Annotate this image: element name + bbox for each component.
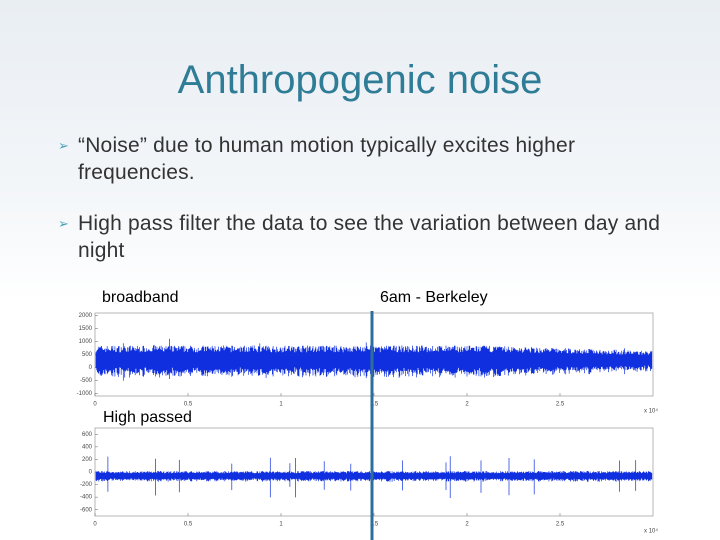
x-scale-label: x 10⁴ — [644, 528, 658, 535]
x-tick-label: 0.5 — [184, 402, 193, 408]
x-tick-label: 1.5 — [370, 402, 379, 408]
x-tick-label: 2 — [465, 522, 469, 528]
bullet: High pass filter the data to see the var… — [58, 210, 678, 264]
plot-label: 6am - Berkeley — [380, 289, 488, 306]
x-scale-label: x 10⁴ — [644, 408, 658, 415]
y-tick-label: -200 — [80, 482, 93, 488]
x-tick-label: 2.5 — [556, 402, 565, 408]
x-tick-label: 2.5 — [556, 522, 565, 528]
y-tick-label: -500 — [80, 378, 93, 384]
y-tick-label: 2000 — [79, 313, 93, 319]
plot-label: High passed — [101, 409, 194, 427]
waveform — [95, 338, 653, 381]
y-tick-label: 400 — [82, 444, 93, 450]
x-tick-label: 1 — [279, 402, 283, 408]
x-tick-label: 1 — [279, 522, 283, 528]
waveform — [95, 456, 653, 498]
x-tick-label: 0 — [93, 402, 97, 408]
slide-title: Anthropogenic noise — [177, 58, 543, 102]
x-tick-label: 0 — [93, 522, 97, 528]
y-tick-label: -1000 — [77, 391, 93, 397]
y-tick-label: 500 — [82, 352, 93, 358]
y-tick-label: 200 — [82, 457, 93, 463]
bullet: “Noise” due to human motion typically ex… — [58, 132, 678, 186]
y-tick-label: 600 — [82, 432, 93, 438]
y-tick-label: 1000 — [79, 339, 93, 345]
x-tick-label: 0.5 — [184, 522, 193, 528]
y-tick-label: 0 — [89, 365, 93, 371]
y-tick-label: 0 — [89, 470, 93, 476]
y-tick-label: -400 — [80, 495, 93, 501]
x-tick-label: 2 — [465, 402, 469, 408]
y-tick-label: -600 — [80, 507, 93, 513]
y-tick-label: 1500 — [79, 326, 93, 332]
plot-label: broadband — [102, 289, 179, 306]
x-tick-label: 1.5 — [370, 522, 379, 528]
